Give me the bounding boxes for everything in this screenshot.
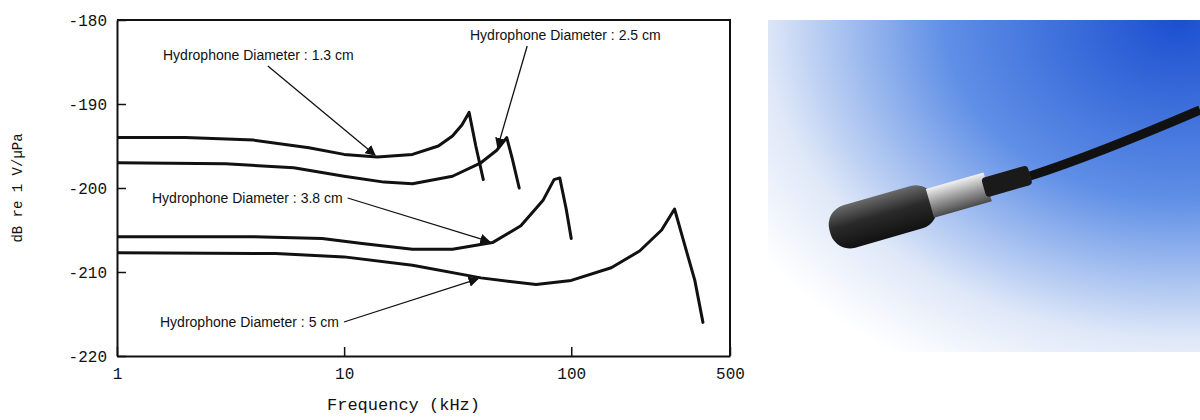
x-tick: 10: [335, 347, 354, 384]
x-tick-label: 500: [716, 366, 745, 384]
plot-frame: [117, 20, 730, 356]
x-tick-label: 100: [557, 366, 586, 384]
annotation-label: Hydrophone Diameter : 2.5 cm: [470, 27, 661, 43]
y-tick-label: -220: [69, 349, 107, 367]
x-axis: 1 10 100 500: [113, 347, 745, 384]
hydrophone-head: [824, 181, 942, 254]
x-axis-title: Frequency (kHz): [327, 396, 480, 415]
hydrophone-device: [824, 154, 1036, 254]
chart: 1 10 100 500 -220 -210 -200 -190 -180 Frequency (…: [0, 0, 1200, 420]
annotations: Hydrophone Diameter : 1.3 cm Hydrophone D…: [152, 27, 661, 330]
photo-background: [768, 20, 1200, 352]
series-line: [117, 138, 519, 188]
y-tick-mark: [117, 188, 126, 190]
y-tick: -220: [69, 349, 126, 367]
lines: [117, 112, 703, 322]
x-tick-mark: [344, 347, 346, 356]
series-line: [117, 209, 703, 322]
y-axis: -220 -210 -200 -190 -180: [69, 13, 126, 367]
hydrophone-photo: [768, 20, 1200, 352]
y-tick-mark: [117, 356, 126, 358]
annotation-label: Hydrophone Diameter : 1.3 cm: [163, 47, 354, 63]
hydrophone-sleeve: [926, 172, 992, 217]
x-tick-label: 10: [335, 366, 354, 384]
y-tick: -180: [69, 13, 126, 31]
annotation-label: Hydrophone Diameter : 5 cm: [160, 314, 339, 330]
annotation-arrow: [498, 46, 528, 147]
y-tick-label: -180: [69, 13, 107, 31]
hydrophone-cable: [1030, 110, 1200, 176]
x-tick-label: 1: [113, 366, 123, 384]
annotation-arrow: [348, 198, 490, 242]
annotation-arrow: [344, 279, 478, 322]
x-tick-mark: [571, 347, 573, 356]
y-tick: -210: [69, 265, 126, 283]
x-tick: 100: [557, 347, 586, 384]
series-line: [117, 178, 571, 249]
y-tick-mark: [117, 272, 126, 274]
y-tick: -200: [69, 181, 126, 199]
y-tick-mark: [117, 104, 126, 106]
y-tick-label: -190: [69, 97, 107, 115]
x-axis-line: [118, 356, 731, 358]
y-tick-label: -210: [69, 265, 107, 283]
y-tick-label: -200: [69, 181, 107, 199]
annotation-arrow: [268, 66, 375, 155]
y-tick: -190: [69, 97, 126, 115]
annotation-label: Hydrophone Diameter : 3.8 cm: [152, 190, 343, 206]
y-axis-title: dB re 1 V/µPa: [10, 133, 26, 242]
hydrophone-connector: [981, 165, 1033, 197]
